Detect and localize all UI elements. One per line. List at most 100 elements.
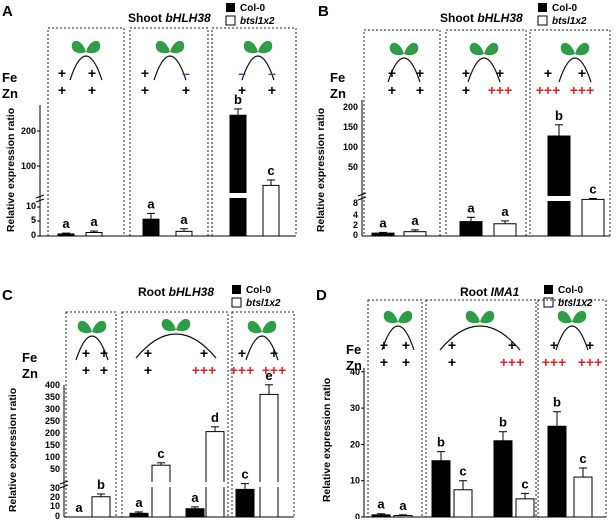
plus-symbol: + bbox=[462, 82, 470, 98]
significance-letter: a bbox=[135, 495, 143, 510]
legend-label-col0: Col-0 bbox=[240, 3, 265, 14]
seedling-icon bbox=[381, 310, 415, 351]
root-stem bbox=[75, 335, 109, 361]
plus-symbol: + bbox=[416, 65, 424, 81]
cotyledon-left bbox=[247, 320, 262, 334]
bar-mutant bbox=[453, 489, 473, 518]
plus-symbol: + bbox=[88, 65, 96, 81]
significance-letter: a bbox=[501, 204, 509, 219]
chart-title-c: Root bHLH38 bbox=[138, 285, 214, 299]
root-stem bbox=[387, 57, 421, 83]
bar-mutant bbox=[403, 231, 427, 237]
legend-label-mutant: btsl1x2 bbox=[558, 298, 593, 309]
tick-label: 20 bbox=[350, 439, 360, 449]
root-stem bbox=[241, 55, 275, 81]
plus-symbol: + bbox=[238, 82, 246, 98]
excess-symbol: +++ bbox=[192, 362, 217, 378]
significance-letter: a bbox=[75, 500, 83, 515]
chart-title-a: Shoot bHLH38 bbox=[128, 11, 211, 25]
y-axis-d: Relative expression ratio 0 10 20 30 40 bbox=[321, 367, 365, 522]
zn-label: Zn bbox=[2, 86, 18, 101]
condition-box bbox=[537, 299, 607, 518]
legend-label-mutant: btsl1x2 bbox=[552, 16, 587, 27]
bar-mutant bbox=[581, 198, 605, 237]
bar-col0 bbox=[185, 508, 205, 518]
minus-symbol: – bbox=[238, 65, 246, 81]
tick-label: 0 bbox=[55, 511, 60, 519]
tick-label: 200 bbox=[21, 126, 36, 136]
cotyledon-right bbox=[575, 42, 590, 56]
cotyledon-left bbox=[557, 310, 572, 324]
y-axis-label-d: Relative expression ratio bbox=[321, 378, 333, 502]
plus-symbol: + bbox=[586, 337, 594, 353]
excess-symbol: +++ bbox=[500, 354, 525, 370]
seedling-icon bbox=[241, 40, 275, 81]
seedling-icon bbox=[69, 40, 103, 81]
significance-letter: b bbox=[499, 415, 507, 430]
y-axis-b: Relative expression ratio 0 2 4 8 50 100… bbox=[315, 100, 367, 240]
bar-col0 bbox=[371, 514, 391, 518]
significance-letter: c bbox=[579, 451, 586, 466]
plus-symbol: + bbox=[58, 82, 66, 98]
significance-letter: a bbox=[180, 212, 188, 227]
bar-mutant bbox=[259, 393, 279, 518]
significance-letter: a bbox=[377, 497, 385, 512]
significance-letter: d bbox=[211, 410, 219, 425]
tick-label: 10 bbox=[350, 476, 360, 486]
cotyledon-right bbox=[484, 42, 499, 56]
root-stem bbox=[245, 335, 279, 361]
bar-col0 bbox=[142, 218, 160, 237]
tick-label: 100 bbox=[343, 142, 358, 152]
y-axis-c: Relative expression ratio 0 10 20 30 50 … bbox=[7, 380, 69, 521]
panel-a: A Shoot bHLH38 Col-0 btsl1x2 Fe Zn Relat… bbox=[2, 3, 297, 240]
cotyledon-right bbox=[170, 40, 185, 54]
tick-label: 40 bbox=[350, 367, 360, 377]
plus-symbol: + bbox=[270, 345, 278, 361]
tick-label: 5 bbox=[31, 215, 36, 225]
seedling-icon bbox=[75, 320, 109, 361]
excess-symbol: +++ bbox=[488, 82, 513, 98]
plus-symbol: + bbox=[182, 82, 190, 98]
significance-letter: b bbox=[555, 108, 563, 123]
axis-break-gap bbox=[547, 196, 571, 201]
seedling-icon bbox=[558, 42, 592, 83]
cotyledon-right bbox=[398, 310, 413, 324]
cotyledon-right bbox=[262, 320, 277, 334]
root-stem bbox=[69, 55, 103, 81]
significance-letter: c bbox=[157, 446, 164, 461]
significance-letter: c bbox=[459, 464, 466, 479]
cotyledon-left bbox=[465, 310, 480, 324]
plus-symbol: + bbox=[141, 65, 149, 81]
bar-col0 bbox=[547, 135, 571, 237]
tick-label: 4 bbox=[353, 210, 358, 220]
plus-symbol: + bbox=[388, 82, 396, 98]
excess-symbol: +++ bbox=[578, 354, 603, 370]
seedling-icon bbox=[439, 310, 521, 351]
seedling-icon bbox=[135, 318, 217, 359]
panel-d: D Root IMA1 Col-0 btsl1x2 Fe Zn Relative… bbox=[316, 285, 607, 522]
y-axis-label-b: Relative expression ratio bbox=[315, 108, 327, 232]
axis-break-gap bbox=[151, 482, 171, 487]
cotyledon-right bbox=[92, 320, 107, 334]
tick-label: 0 bbox=[353, 230, 358, 240]
significance-letter: b bbox=[553, 395, 561, 410]
significance-letter: a bbox=[399, 498, 407, 513]
tick-label: 350 bbox=[45, 392, 60, 402]
cotyledon-right bbox=[258, 40, 273, 54]
plus-symbol: + bbox=[88, 82, 96, 98]
excess-symbol: +++ bbox=[542, 354, 567, 370]
plus-symbol: + bbox=[448, 354, 456, 370]
plus-symbol: + bbox=[82, 345, 90, 361]
cotyledon-left bbox=[77, 320, 92, 334]
bar-col0 bbox=[229, 114, 247, 237]
axis-break-gap bbox=[229, 193, 247, 198]
cotyledon-left bbox=[161, 318, 176, 332]
legend-label-mutant: btsl1x2 bbox=[246, 298, 281, 309]
plus-symbol: + bbox=[58, 65, 66, 81]
legend-label-col0: Col-0 bbox=[246, 285, 271, 296]
legend-swatch-mutant bbox=[543, 297, 554, 308]
plus-symbol: + bbox=[200, 345, 208, 361]
panel-c: C Root bHLH38 Col-0 btsl1x2 Fe Zn Relati… bbox=[2, 285, 295, 521]
zn-label: Zn bbox=[330, 86, 346, 101]
cotyledon-right bbox=[572, 310, 587, 324]
